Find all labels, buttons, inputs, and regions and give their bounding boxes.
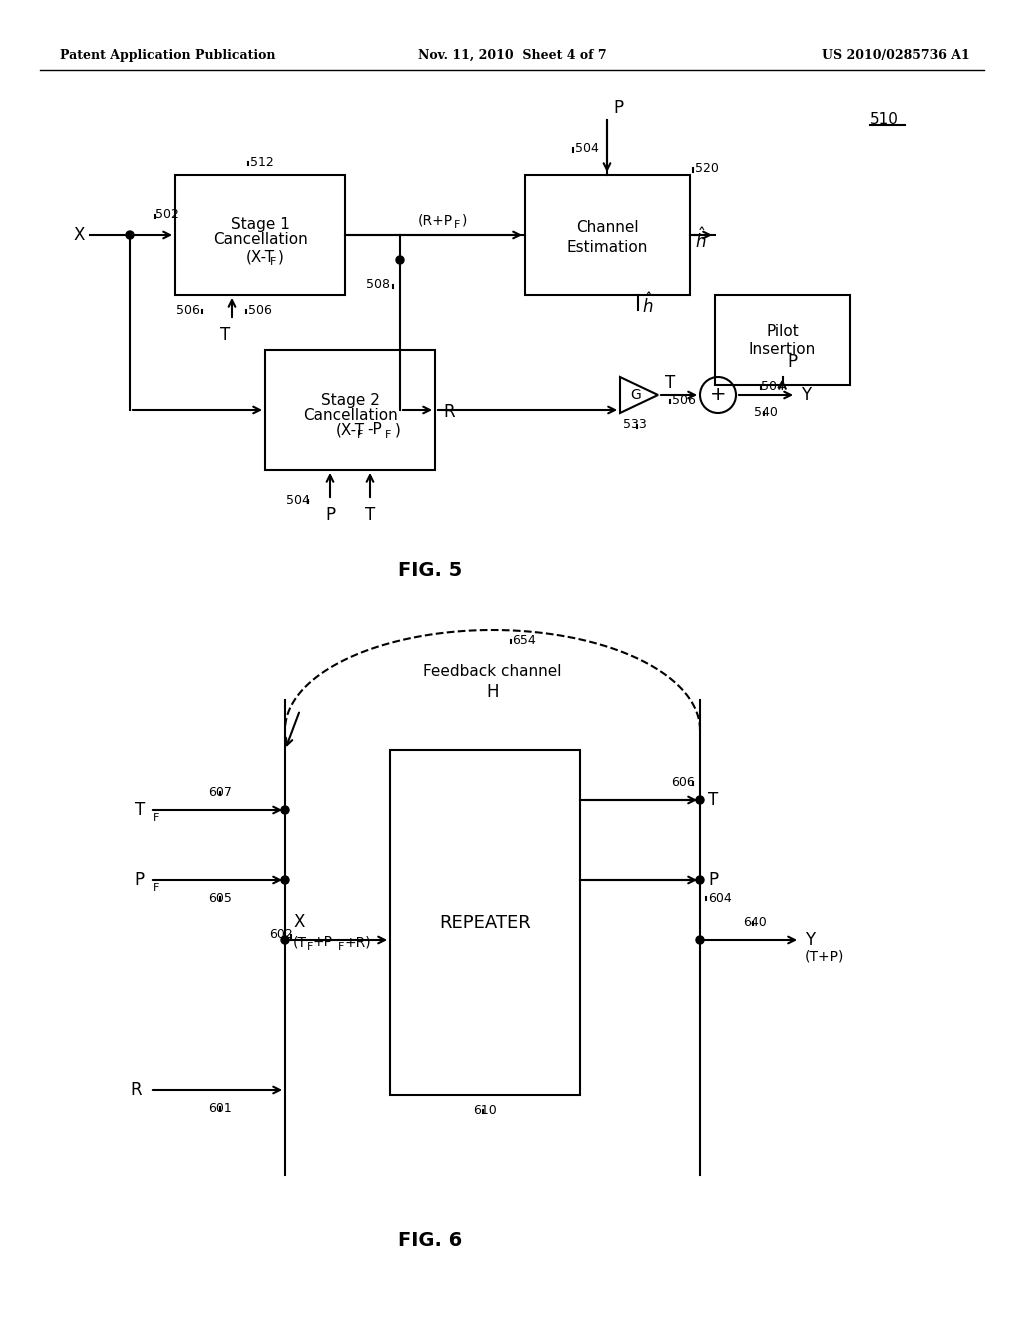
FancyBboxPatch shape xyxy=(390,750,580,1096)
Text: FIG. 6: FIG. 6 xyxy=(398,1230,462,1250)
Text: P: P xyxy=(708,871,718,888)
Text: Patent Application Publication: Patent Application Publication xyxy=(60,49,275,62)
Text: T: T xyxy=(665,374,675,392)
Text: 533: 533 xyxy=(624,418,647,432)
Text: 504: 504 xyxy=(286,494,310,507)
Text: FIG. 5: FIG. 5 xyxy=(398,561,462,579)
Text: T: T xyxy=(220,326,230,345)
Text: REPEATER: REPEATER xyxy=(439,913,530,932)
Text: 506: 506 xyxy=(176,304,200,317)
Text: 540: 540 xyxy=(754,407,778,420)
Text: X: X xyxy=(74,226,85,244)
Text: X: X xyxy=(293,913,304,931)
Text: Insertion: Insertion xyxy=(749,342,816,358)
Text: Y: Y xyxy=(801,385,811,404)
Text: (T: (T xyxy=(293,935,307,949)
Circle shape xyxy=(396,256,404,264)
Text: F: F xyxy=(153,813,160,822)
Text: H: H xyxy=(486,682,499,701)
Text: Pilot: Pilot xyxy=(766,325,799,339)
Text: 602: 602 xyxy=(269,928,293,941)
Text: 520: 520 xyxy=(695,161,719,174)
Text: -P: -P xyxy=(367,422,382,437)
Text: (X-T: (X-T xyxy=(336,422,365,437)
Text: 512: 512 xyxy=(250,156,273,169)
Text: T: T xyxy=(708,791,718,809)
FancyBboxPatch shape xyxy=(175,176,345,294)
Circle shape xyxy=(696,936,705,944)
Text: Stage 1: Stage 1 xyxy=(230,218,290,232)
Text: F: F xyxy=(454,220,460,230)
Text: ): ) xyxy=(462,213,467,227)
Text: T: T xyxy=(135,801,145,818)
Text: +P: +P xyxy=(313,935,333,949)
Text: 605: 605 xyxy=(208,891,232,904)
Text: G: G xyxy=(631,388,641,403)
Text: Nov. 11, 2010  Sheet 4 of 7: Nov. 11, 2010 Sheet 4 of 7 xyxy=(418,49,606,62)
Text: 610: 610 xyxy=(473,1104,497,1117)
FancyBboxPatch shape xyxy=(715,294,850,385)
Text: P: P xyxy=(135,871,145,888)
Text: 606: 606 xyxy=(672,776,695,788)
Text: F: F xyxy=(153,883,160,894)
Text: 504: 504 xyxy=(575,141,599,154)
Text: R: R xyxy=(130,1081,142,1100)
Text: ): ) xyxy=(395,422,400,437)
Circle shape xyxy=(281,936,289,944)
Text: F: F xyxy=(269,257,276,267)
Text: 506: 506 xyxy=(248,304,272,317)
Text: 640: 640 xyxy=(743,916,767,928)
Text: F: F xyxy=(356,430,364,440)
Circle shape xyxy=(696,796,705,804)
Circle shape xyxy=(281,876,289,884)
Text: (X-T: (X-T xyxy=(246,249,274,264)
FancyBboxPatch shape xyxy=(525,176,690,294)
Text: 510: 510 xyxy=(870,112,899,128)
Text: Feedback channel: Feedback channel xyxy=(423,664,562,680)
FancyBboxPatch shape xyxy=(265,350,435,470)
Text: Channel: Channel xyxy=(577,219,639,235)
Text: 604: 604 xyxy=(708,891,732,904)
Text: P: P xyxy=(787,352,798,371)
Text: P: P xyxy=(613,99,624,117)
Text: T: T xyxy=(365,506,375,524)
Text: Cancellation: Cancellation xyxy=(303,408,397,422)
Text: 502: 502 xyxy=(155,209,179,222)
Text: Cancellation: Cancellation xyxy=(213,232,307,248)
Text: $\hat{h}$: $\hat{h}$ xyxy=(695,228,707,252)
Text: Stage 2: Stage 2 xyxy=(321,392,380,408)
Text: (T+P): (T+P) xyxy=(805,949,845,964)
Text: $\hat{h}$: $\hat{h}$ xyxy=(642,293,654,317)
Text: US 2010/0285736 A1: US 2010/0285736 A1 xyxy=(822,49,970,62)
Text: R: R xyxy=(443,403,455,421)
Text: 601: 601 xyxy=(208,1101,231,1114)
Circle shape xyxy=(281,807,289,814)
Text: ): ) xyxy=(278,249,284,264)
Text: F: F xyxy=(385,430,391,440)
Text: 506: 506 xyxy=(672,393,696,407)
Text: P: P xyxy=(325,506,335,524)
Text: 508: 508 xyxy=(366,279,390,292)
Text: 504: 504 xyxy=(761,380,784,393)
Circle shape xyxy=(126,231,134,239)
Text: +: + xyxy=(710,385,726,404)
Text: F: F xyxy=(307,942,313,952)
Text: 607: 607 xyxy=(208,785,232,799)
Text: Estimation: Estimation xyxy=(567,239,648,255)
Text: (R+P: (R+P xyxy=(418,213,453,227)
Text: +R): +R) xyxy=(344,935,371,949)
Text: Y: Y xyxy=(805,931,815,949)
Text: 654: 654 xyxy=(512,634,537,647)
Circle shape xyxy=(696,876,705,884)
Text: F: F xyxy=(338,942,344,952)
